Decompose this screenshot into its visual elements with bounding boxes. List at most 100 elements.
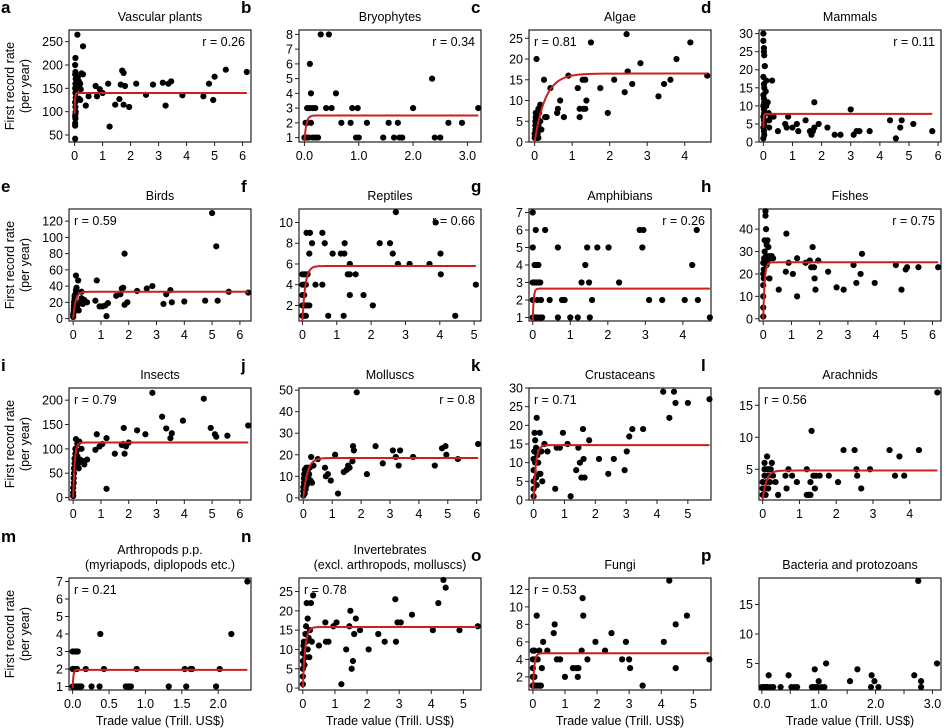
data-point (578, 279, 585, 286)
x-tick-label: 5 (209, 328, 216, 342)
data-point (858, 485, 865, 492)
data-point (308, 638, 315, 645)
data-point (312, 281, 319, 288)
x-tick-label: 3 (870, 507, 877, 521)
data-point (222, 66, 229, 73)
data-point (910, 120, 917, 128)
data-point (915, 264, 922, 271)
data-point (537, 470, 544, 477)
data-point (574, 673, 581, 680)
data-point (306, 302, 313, 309)
y-axis-label-unit: (per year) (18, 607, 32, 661)
y-tick-label: 250 (42, 35, 63, 49)
y-tick-label: 30 (509, 382, 523, 396)
data-point (380, 134, 387, 141)
data-point (934, 389, 941, 396)
data-point (308, 240, 316, 247)
y-tick-label: 10 (739, 628, 753, 642)
data-point (93, 277, 100, 284)
correlation-label: r = 0.26 (202, 35, 245, 49)
y-tick-label: 4 (56, 628, 63, 642)
data-point (579, 595, 586, 602)
data-point (149, 81, 157, 88)
data-point (575, 665, 582, 672)
data-point (760, 30, 767, 37)
y-tick-label: 15 (739, 81, 753, 95)
data-point (605, 470, 612, 477)
x-tick-label: 1 (97, 328, 104, 342)
fit-curve (72, 290, 249, 319)
data-point (96, 683, 103, 690)
x-tick-label: 5 (901, 328, 908, 342)
panel-letter: m (1, 527, 16, 546)
y-tick-label: 7 (286, 43, 293, 57)
data-point (389, 447, 396, 454)
data-point (856, 128, 863, 135)
x-tick-label: 3.0 (459, 149, 476, 163)
fit-curve (303, 114, 479, 143)
x-tick-label: 2.0 (867, 697, 884, 711)
panel-title: Mammals (823, 10, 877, 24)
data-point (392, 596, 399, 603)
data-point (761, 459, 768, 466)
data-point (454, 455, 461, 463)
y-tick-label: 10 (509, 456, 523, 470)
data-point (437, 134, 444, 141)
panel-letter: d (701, 0, 711, 17)
data-point (531, 647, 538, 654)
fit-curve (761, 469, 938, 501)
data-point (350, 447, 357, 454)
x-tick-label: 0.0 (296, 149, 313, 163)
y-tick-label: 12 (509, 583, 523, 597)
data-point (794, 683, 801, 691)
data-point (645, 296, 653, 304)
y-tick-label: 3 (56, 645, 63, 659)
data-point (375, 630, 382, 638)
x-tick-label: 3 (396, 697, 403, 711)
data-point (307, 90, 315, 97)
y-tick-label: 0 (286, 491, 293, 505)
data-point (306, 229, 314, 236)
y-tick-label: 40 (279, 405, 293, 419)
data-point (183, 683, 190, 690)
x-tick-label: 4 (181, 328, 188, 342)
data-point (346, 464, 353, 471)
data-point (179, 417, 187, 424)
data-point (640, 226, 647, 234)
panel-n: n Invertebrates(excl. arthropods, mollusc… (241, 527, 482, 728)
data-point (536, 647, 543, 654)
x-tick-label: 6 (935, 149, 942, 163)
data-point (111, 450, 118, 457)
data-point (904, 264, 911, 271)
data-point (769, 77, 776, 84)
data-point (629, 80, 636, 88)
x-tick-label: 0 (71, 149, 78, 163)
y-tick-label: 20 (49, 296, 63, 310)
y-tick-label: 5 (746, 463, 753, 477)
y-tick-label: 30 (739, 245, 753, 259)
data-point (211, 73, 218, 80)
data-point (601, 647, 609, 654)
data-point (586, 437, 593, 444)
data-point (898, 286, 905, 293)
data-point (92, 297, 99, 304)
data-point (575, 444, 582, 451)
data-point (623, 31, 630, 38)
data-point (629, 425, 636, 433)
data-point (626, 656, 633, 663)
y-tick-label: 25 (279, 585, 293, 599)
data-point (891, 472, 899, 479)
x-tick-label: 2 (368, 328, 375, 342)
correlation-label: r = 0.79 (74, 393, 117, 407)
data-point (627, 665, 634, 672)
panel-letter: h (701, 177, 711, 196)
data-point (626, 433, 633, 440)
y-tick-label: 6 (286, 57, 293, 71)
x-tick-label: 0 (759, 507, 766, 521)
data-point (875, 683, 882, 691)
x-tick-label: 0 (70, 507, 77, 521)
data-point (349, 458, 356, 465)
data-point (582, 76, 589, 83)
